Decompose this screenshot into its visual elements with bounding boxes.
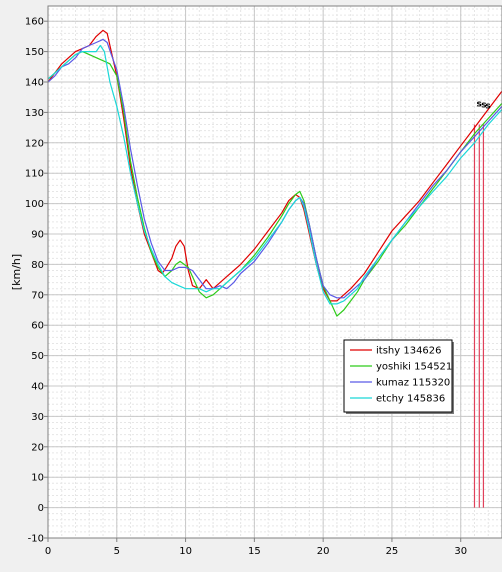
y-tick-label: 100 (25, 199, 44, 210)
y-tick-label: -10 (28, 534, 44, 545)
y-tick-label: 90 (31, 230, 44, 241)
y-tick-label: 160 (25, 17, 44, 28)
series-line-0 (48, 29, 502, 302)
x-tick-label: 30 (454, 546, 467, 557)
marker-label: s (476, 99, 481, 109)
y-tick-label: 70 (31, 290, 44, 301)
y-tick-label: 60 (31, 321, 44, 332)
y-tick-label: 0 (38, 503, 44, 514)
y-tick-label: 20 (31, 442, 44, 453)
y-tick-label: 130 (25, 108, 44, 119)
marker-label: s (485, 101, 490, 111)
x-tick-label: 25 (386, 546, 399, 557)
legend-entry: itshy 134626 (376, 346, 442, 357)
y-tick-label: 30 (31, 412, 44, 423)
legend-entry: kumaz 115320 (376, 378, 450, 389)
legend-entry: yoshiki 154521 (376, 362, 452, 373)
y-axis-label: [km/h] (10, 254, 23, 290)
vertical-markers (473, 124, 485, 508)
y-tick-label: 80 (31, 260, 44, 271)
major-gridlines (47, 6, 502, 539)
x-tick-label: 0 (45, 546, 51, 557)
y-tick-label: 40 (31, 382, 44, 393)
series-lines (48, 29, 502, 317)
y-tick-label: 110 (25, 169, 44, 180)
plot-frame (47, 5, 502, 539)
legend-entry: etchy 145836 (376, 394, 445, 405)
y-tick-label: 140 (25, 78, 44, 89)
y-tick-label: 150 (25, 47, 44, 58)
legend: itshy 134626 yoshiki 154521 kumaz 115320 et… (343, 339, 454, 414)
x-tick-label: 15 (248, 546, 261, 557)
y-tick-label: 50 (31, 351, 44, 362)
marker-labels: s ss (476, 99, 490, 111)
plot-area (48, 6, 502, 538)
marker-label: s (481, 100, 486, 110)
series-line-3 (48, 44, 502, 305)
x-axis-tick-labels: 0 5 10 15 20 25 30 (45, 538, 467, 557)
y-tick-label: 120 (25, 138, 44, 149)
x-tick-label: 10 (179, 546, 192, 557)
x-tick-label: 5 (114, 546, 120, 557)
y-axis-tick-labels: -10 0 10 20 30 40 50 60 70 80 90 100 110 120 130 140 150… (25, 17, 48, 545)
y-tick-label: 10 (31, 473, 44, 484)
legend-box (343, 339, 453, 413)
x-tick-label: 20 (317, 546, 330, 557)
